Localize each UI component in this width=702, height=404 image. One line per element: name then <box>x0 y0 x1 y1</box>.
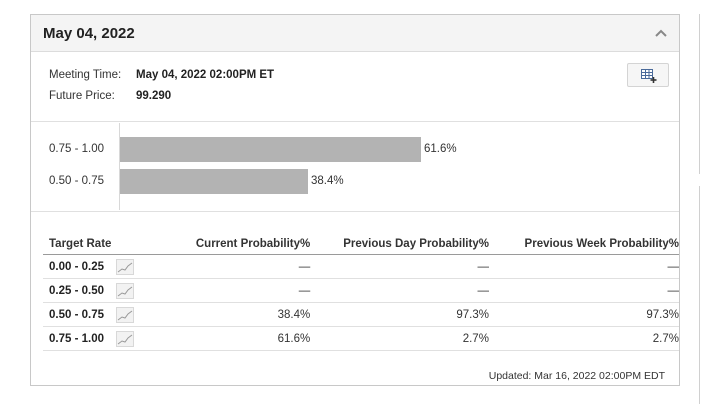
prev-day-probability-cell: — <box>310 278 489 303</box>
current-probability-cell: 38.4% <box>155 302 311 327</box>
table-header-row: Target Rate Current Probability% Previou… <box>43 228 679 255</box>
col-header-target-rate: Target Rate <box>43 228 156 255</box>
chevron-up-icon[interactable] <box>655 27 667 39</box>
current-probability-cell: 61.6% <box>155 326 311 351</box>
sparkline-cell <box>116 326 156 351</box>
export-table-button[interactable] <box>627 63 669 87</box>
future-price-label: Future Price: <box>49 90 115 102</box>
meeting-time-row: Meeting Time: May 04, 2022 02:00PM ET <box>49 69 274 81</box>
col-header-current: Current Probability% <box>155 228 311 255</box>
future-price-row: Future Price: 99.290 <box>49 90 171 102</box>
meeting-time-value: May 04, 2022 02:00PM ET <box>136 69 275 81</box>
sparkline-cell <box>116 278 156 303</box>
target-rate-cell: 0.50 - 0.75 <box>43 302 117 327</box>
sparkline-icon[interactable] <box>116 330 135 347</box>
table-row: 0.50 - 0.75 38.4% 97.3% 97.3% <box>43 302 679 327</box>
meeting-time-label: Meeting Time: <box>49 69 122 81</box>
prev-day-probability-cell: 2.7% <box>310 326 489 351</box>
current-probability-cell: — <box>155 278 311 303</box>
chart-bar-value-label: 38.4% <box>311 175 344 187</box>
adjacent-panel-edge <box>699 14 702 174</box>
sparkline-icon[interactable] <box>116 282 135 299</box>
prev-week-probability-cell: — <box>488 278 679 303</box>
probability-table: Target Rate Current Probability% Previou… <box>43 228 679 351</box>
sparkline-cell <box>116 254 156 279</box>
panel-header[interactable]: May 04, 2022 <box>31 15 679 52</box>
future-price-value: 99.290 <box>136 90 172 102</box>
prev-day-probability-cell: — <box>310 254 489 279</box>
table-export-icon <box>641 69 657 83</box>
prev-week-probability-cell: 2.7% <box>488 326 679 351</box>
target-rate-cell: 0.00 - 0.25 <box>43 254 117 279</box>
chart-axis-line <box>119 123 120 210</box>
chart-bottom-divider <box>31 211 679 212</box>
table-row: 0.00 - 0.25— — — <box>43 254 679 279</box>
prev-day-probability-cell: 97.3% <box>310 302 489 327</box>
chart-bar <box>120 169 308 194</box>
target-rate-cell: 0.75 - 1.00 <box>43 326 117 351</box>
col-header-prev-week: Previous Week Probability% <box>488 228 679 255</box>
updated-timestamp: Updated: Mar 16, 2022 02:00PM EDT <box>488 370 665 382</box>
chart-top-divider <box>31 121 679 122</box>
target-rate-cell: 0.25 - 0.50 <box>43 278 117 303</box>
sparkline-icon[interactable] <box>116 258 135 275</box>
chart-bar-value-label: 61.6% <box>424 143 457 155</box>
table-row: 0.75 - 1.00 61.6% 2.7% 2.7% <box>43 326 679 351</box>
prev-week-probability-cell: 97.3% <box>488 302 679 327</box>
chart-category-label: 0.75 - 1.00 <box>49 143 104 155</box>
meeting-date-title: May 04, 2022 <box>43 25 135 42</box>
meeting-panel: May 04, 2022 Meeting Time: May 04, 2022 0… <box>30 14 680 386</box>
prev-week-probability-cell: — <box>488 254 679 279</box>
chart-category-label: 0.50 - 0.75 <box>49 175 104 187</box>
col-header-prev-day: Previous Day Probability% <box>310 228 489 255</box>
sparkline-icon[interactable] <box>116 306 135 323</box>
sparkline-cell <box>116 302 156 327</box>
chart-bar <box>120 137 421 162</box>
current-probability-cell: — <box>155 254 311 279</box>
table-row: 0.25 - 0.50— — — <box>43 278 679 303</box>
adjacent-panel-edge-lower <box>699 186 702 404</box>
